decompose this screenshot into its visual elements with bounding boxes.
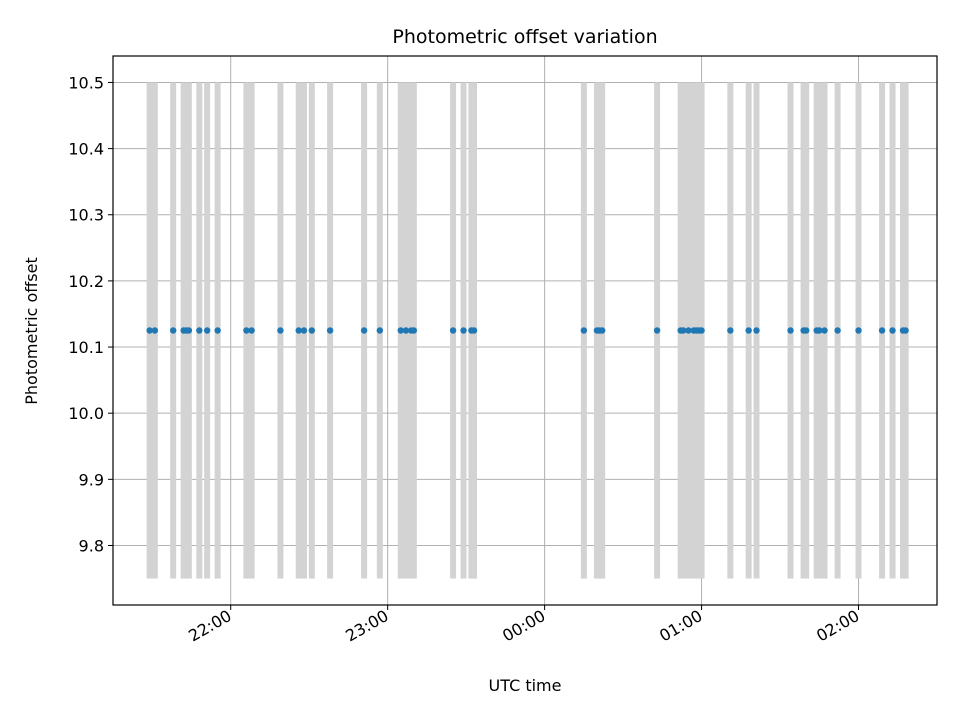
data-point bbox=[653, 327, 661, 334]
data-point bbox=[834, 327, 841, 334]
y-tick-label: 10.1 bbox=[68, 338, 104, 357]
data-point bbox=[787, 327, 794, 334]
y-tick-label: 10.3 bbox=[68, 206, 104, 225]
data-point bbox=[214, 327, 221, 334]
y-tick-label: 10.5 bbox=[68, 73, 104, 92]
data-point bbox=[243, 327, 250, 334]
data-point bbox=[460, 327, 467, 334]
data-point bbox=[402, 327, 410, 334]
x-axis-label: UTC time bbox=[489, 676, 562, 695]
data-point bbox=[277, 327, 284, 334]
data-point bbox=[410, 327, 418, 334]
data-point bbox=[300, 327, 308, 334]
data-point bbox=[449, 327, 457, 334]
data-point bbox=[685, 327, 692, 334]
data-point bbox=[803, 327, 810, 334]
data-point bbox=[727, 327, 734, 334]
data-point bbox=[855, 327, 862, 334]
data-point bbox=[580, 327, 588, 334]
data-point bbox=[698, 327, 705, 334]
data-point bbox=[196, 327, 203, 334]
point-layer bbox=[146, 327, 909, 334]
data-point bbox=[248, 327, 255, 334]
data-point bbox=[169, 327, 177, 334]
y-tick-label: 10.0 bbox=[68, 404, 104, 423]
y-tick-label: 10.4 bbox=[68, 140, 104, 159]
data-point bbox=[308, 327, 316, 334]
y-tick-label: 10.2 bbox=[68, 272, 104, 291]
y-tick-label: 9.8 bbox=[79, 536, 104, 555]
data-point bbox=[146, 327, 153, 334]
data-point bbox=[745, 327, 752, 334]
data-point bbox=[821, 327, 828, 334]
data-point bbox=[151, 327, 159, 334]
data-point bbox=[470, 327, 478, 334]
data-point bbox=[397, 327, 404, 334]
y-tick-label: 9.9 bbox=[79, 470, 104, 489]
plot-frame bbox=[112, 55, 938, 606]
chart-title: Photometric offset variation bbox=[392, 26, 657, 48]
data-point bbox=[295, 327, 302, 334]
data-point bbox=[376, 327, 384, 334]
data-point bbox=[203, 327, 211, 334]
y-axis-label: Photometric offset bbox=[22, 257, 41, 405]
data-point bbox=[902, 327, 909, 334]
data-point bbox=[598, 327, 606, 334]
data-point bbox=[816, 327, 823, 334]
data-point bbox=[360, 327, 368, 334]
data-point bbox=[878, 327, 886, 334]
data-point bbox=[889, 327, 896, 334]
data-point bbox=[680, 327, 687, 334]
data-point bbox=[753, 327, 760, 334]
data-point bbox=[326, 327, 334, 334]
data-point bbox=[185, 327, 193, 334]
